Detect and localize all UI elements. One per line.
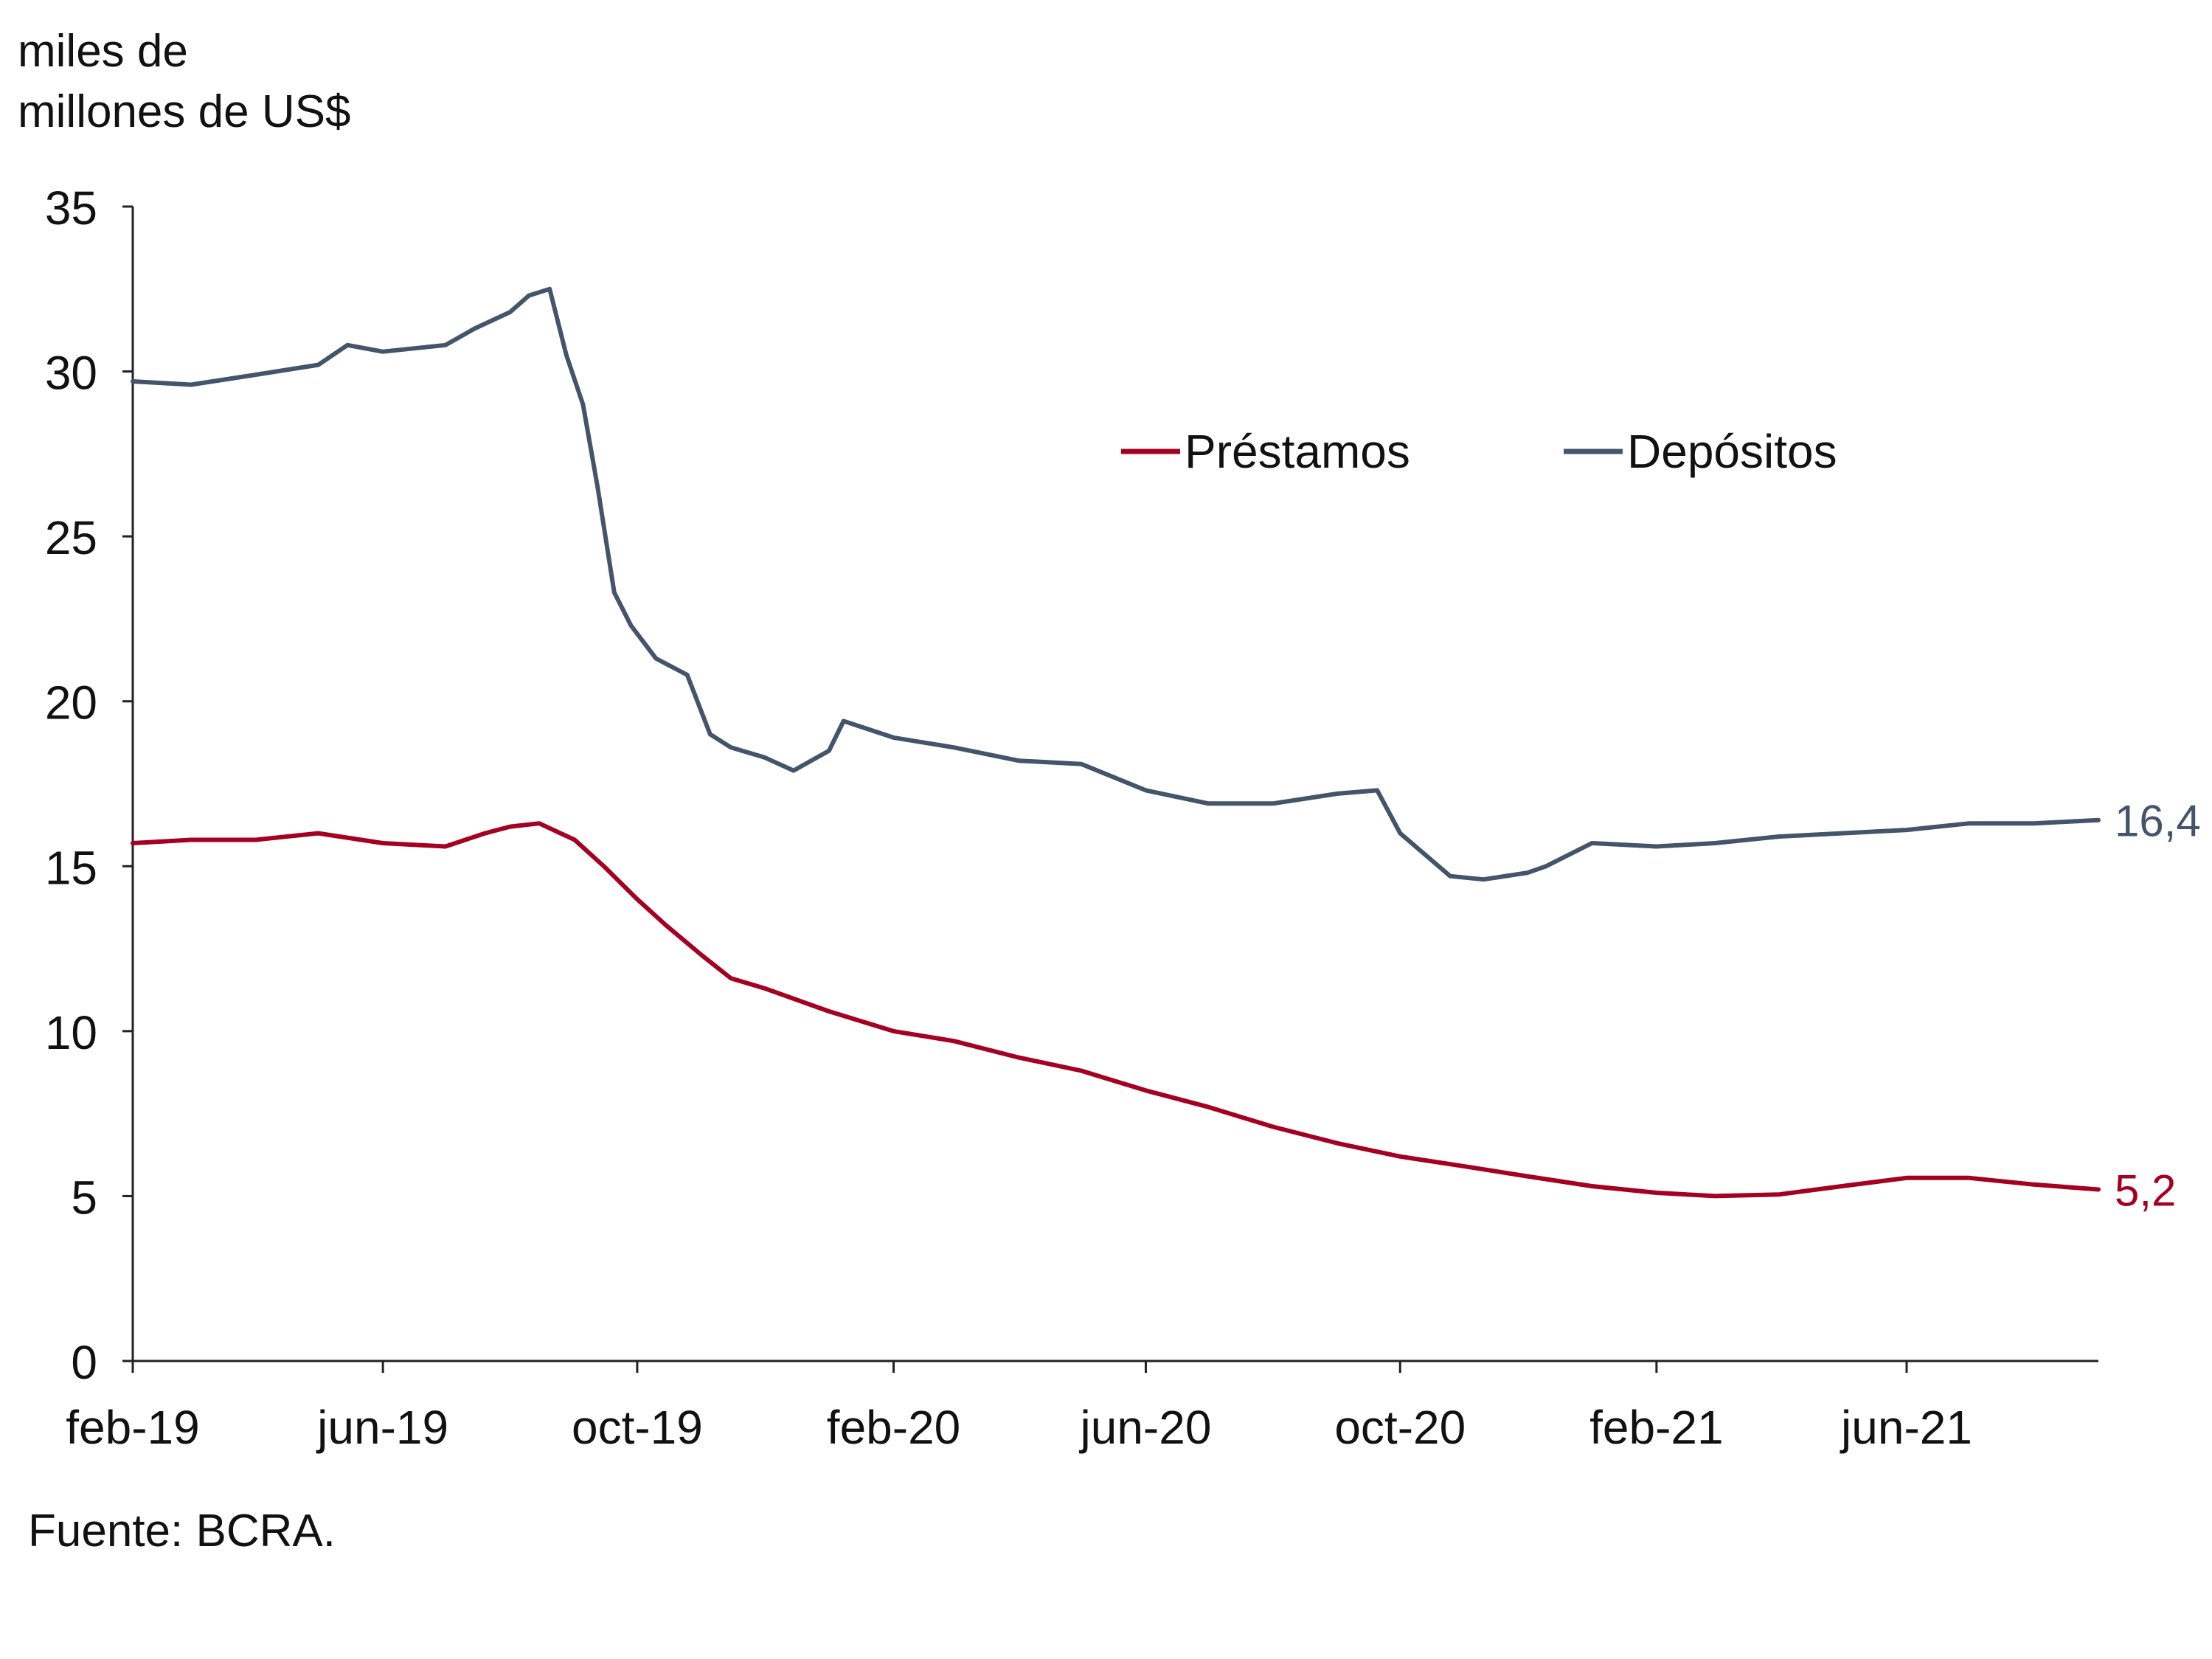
series-line-depositos [131,286,2101,882]
x-tick-label: jun-19 [316,1401,448,1454]
y-axis-label-line-1: miles de [18,26,188,77]
x-tick-label: jun-21 [1840,1401,1972,1454]
y-axis-label-line-2: millones de US$ [18,86,351,137]
x-tick-label: feb-20 [827,1401,960,1454]
y-tick-label: 25 [45,511,97,564]
legend-label: Préstamos [1185,425,1410,478]
y-tick-label: 15 [45,841,97,894]
x-tick-label: oct-19 [572,1401,703,1454]
series-line-prestamos [131,821,2101,1199]
y-tick-label: 30 [45,347,97,400]
y-tick-label: 35 [45,181,97,235]
end-value-label: 5,2 [2115,1166,2176,1215]
y-tick-label: 20 [45,676,97,730]
x-tick-label: jun-20 [1079,1401,1212,1454]
x-tick-label: feb-21 [1589,1401,1723,1454]
legend-label: Depósitos [1627,425,1837,478]
y-tick-label: 0 [71,1336,97,1389]
y-tick-label: 10 [45,1006,97,1059]
y-tick-label: 5 [71,1171,97,1224]
x-tick-label: feb-19 [66,1401,199,1454]
x-tick-label: oct-20 [1334,1401,1466,1454]
end-value-label: 16,4 [2115,797,2201,846]
source-note: Fuente: BCRA. [28,1506,336,1556]
